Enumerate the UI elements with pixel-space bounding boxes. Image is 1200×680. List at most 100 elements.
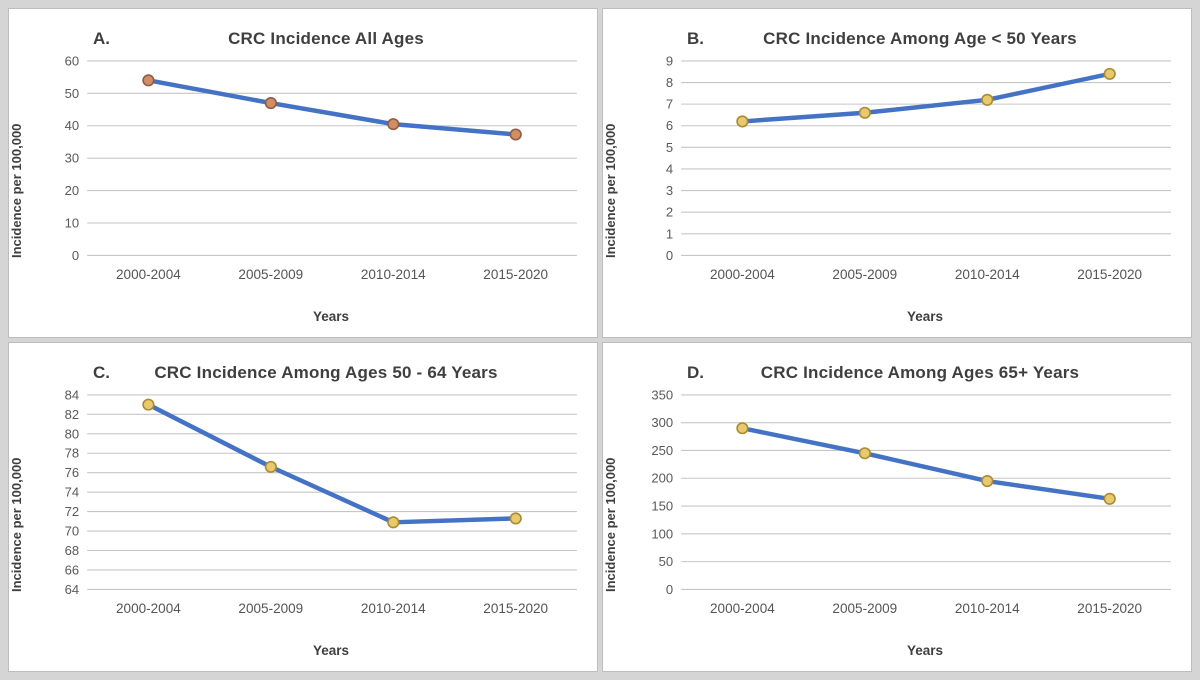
data-point-marker <box>736 422 749 435</box>
panel-a-title: CRC Incidence All Ages <box>228 29 424 48</box>
x-category-label: 2005-2009 <box>238 601 303 616</box>
x-category-label: 2005-2009 <box>238 267 303 282</box>
x-category-label: 2015-2020 <box>1077 601 1142 616</box>
panel-a-letter: A. <box>93 29 110 48</box>
series-line <box>740 71 1112 124</box>
data-point-marker <box>858 447 871 460</box>
data-point-marker <box>858 106 871 119</box>
y-tick-label: 6 <box>666 118 673 133</box>
panel-d-letter: D. <box>687 363 704 382</box>
y-tick-label: 0 <box>666 582 673 597</box>
panel-a-plot: 0 10 20 30 40 50 60 2000-2004 2005-2009 2010-2014… <box>65 53 577 282</box>
x-category-label: 2015-2020 <box>1077 267 1142 282</box>
panel-a-y-axis-label: Incidence per 100,000 <box>9 123 24 259</box>
data-point-marker <box>509 512 522 525</box>
data-point-marker <box>264 96 277 110</box>
y-tick-label: 84 <box>65 387 80 402</box>
y-tick-label: 0 <box>666 248 673 263</box>
y-tick-label: 1 <box>666 226 673 241</box>
y-tick-label: 50 <box>659 554 674 569</box>
data-point-marker <box>981 93 994 106</box>
data-point-marker <box>142 74 155 87</box>
y-tick-label: 66 <box>65 562 80 577</box>
panel-c-y-axis-label: Incidence per 100,000 <box>9 457 24 593</box>
panel-d-y-axis-label: Incidence per 100,000 <box>603 457 618 593</box>
y-tick-label: 3 <box>666 183 673 198</box>
panel-b-title-row: B. CRC Incidence Among Age < 50 Years <box>603 9 1191 49</box>
panel-d-chart-body: Incidence per 100,000 0 50 100 150 200 250 300… <box>603 383 1191 641</box>
panel-c-title: CRC Incidence Among Ages 50 - 64 Years <box>154 363 498 382</box>
panel-a-x-axis-label: Years <box>312 309 350 324</box>
panel-c-title-row: C. CRC Incidence Among Ages 50 - 64 Year… <box>9 343 597 383</box>
data-point-marker <box>387 516 400 529</box>
y-tick-label: 50 <box>65 86 80 101</box>
y-tick-label: 300 <box>651 415 673 430</box>
data-point-marker <box>142 398 155 411</box>
panel-c-plot: 64 66 68 70 72 74 76 78 80 82 84 2000-2004 2005-2009… <box>65 387 577 616</box>
x-category-label: 2015-2020 <box>483 601 548 616</box>
x-category-label: 2000-2004 <box>116 601 181 616</box>
y-tick-label: 30 <box>65 151 80 166</box>
panel-b-x-axis-label: Years <box>906 309 944 324</box>
panel-d-plot: 0 50 100 150 200 250 300 350 2000-2004 2005-2009 2… <box>651 387 1171 616</box>
y-tick-label: 64 <box>65 582 80 597</box>
data-point-marker <box>509 128 522 141</box>
panel-b-title: CRC Incidence Among Age < 50 Years <box>763 29 1077 48</box>
y-tick-label: 7 <box>666 97 673 112</box>
panel-b-plot: 0 1 2 3 4 5 6 7 8 9 2000-2004 2005-2009 2010-2014 201… <box>666 53 1171 282</box>
y-tick-label: 350 <box>651 387 673 402</box>
y-tick-label: 0 <box>72 248 79 263</box>
y-tick-label: 60 <box>65 53 80 68</box>
y-tick-label: 80 <box>65 426 80 441</box>
y-tick-label: 68 <box>65 543 80 558</box>
x-category-label: 2000-2004 <box>710 267 775 282</box>
y-tick-label: 76 <box>65 465 80 480</box>
panel-d-title-row: D. CRC Incidence Among Ages 65+ Years <box>603 343 1191 383</box>
y-tick-label: 4 <box>666 161 673 176</box>
data-point-marker <box>1103 67 1116 80</box>
x-category-label: 2010-2014 <box>955 267 1020 282</box>
y-tick-label: 200 <box>651 471 673 486</box>
chart-panel-a: A. CRC Incidence All Ages Incidence per … <box>8 8 598 338</box>
x-category-label: 2015-2020 <box>483 267 548 282</box>
y-tick-label: 78 <box>65 446 80 461</box>
x-category-label: 2005-2009 <box>832 267 897 282</box>
y-tick-label: 5 <box>666 140 673 155</box>
x-category-label: 2005-2009 <box>832 601 897 616</box>
data-point-marker <box>981 474 994 488</box>
panel-c-letter: C. <box>93 363 110 382</box>
panel-c-chart-body: Incidence per 100,000 64 66 68 70 72 74 76 78 80… <box>9 383 597 641</box>
y-tick-label: 100 <box>651 526 673 541</box>
y-tick-label: 10 <box>65 216 80 231</box>
x-category-label: 2010-2014 <box>361 601 426 616</box>
y-tick-label: 74 <box>65 485 80 500</box>
x-category-label: 2000-2004 <box>710 601 775 616</box>
series-line <box>146 78 518 137</box>
panel-c-x-axis-label: Years <box>312 643 350 658</box>
panel-a-chart-body: Incidence per 100,000 0 10 20 30 40 50 60 2000-… <box>9 49 597 307</box>
y-tick-label: 150 <box>651 499 673 514</box>
chart-panel-c: C. CRC Incidence Among Ages 50 - 64 Year… <box>8 342 598 672</box>
panel-b-letter: B. <box>687 29 704 48</box>
y-tick-label: 250 <box>651 443 673 458</box>
series-line <box>740 426 1112 502</box>
data-point-marker <box>387 118 400 131</box>
panel-b-chart-body: Incidence per 100,000 0 1 2 3 4 5 6 7 8 9 2000-200… <box>603 49 1191 307</box>
chart-panel-d: D. CRC Incidence Among Ages 65+ Years In… <box>602 342 1192 672</box>
y-tick-label: 82 <box>65 407 80 422</box>
panel-d-x-axis-label: Years <box>906 643 944 658</box>
panel-b-y-axis-label: Incidence per 100,000 <box>603 123 618 259</box>
series-line <box>146 402 518 525</box>
y-tick-label: 20 <box>65 183 80 198</box>
x-category-label: 2010-2014 <box>955 601 1020 616</box>
y-tick-label: 2 <box>666 205 673 220</box>
y-tick-label: 72 <box>65 504 80 519</box>
y-tick-label: 40 <box>65 118 80 133</box>
y-tick-label: 70 <box>65 524 80 539</box>
x-category-label: 2010-2014 <box>361 267 426 282</box>
data-point-marker <box>264 460 277 473</box>
data-point-marker <box>1103 492 1116 505</box>
panel-a-title-row: A. CRC Incidence All Ages <box>9 9 597 49</box>
y-tick-label: 9 <box>666 53 673 68</box>
